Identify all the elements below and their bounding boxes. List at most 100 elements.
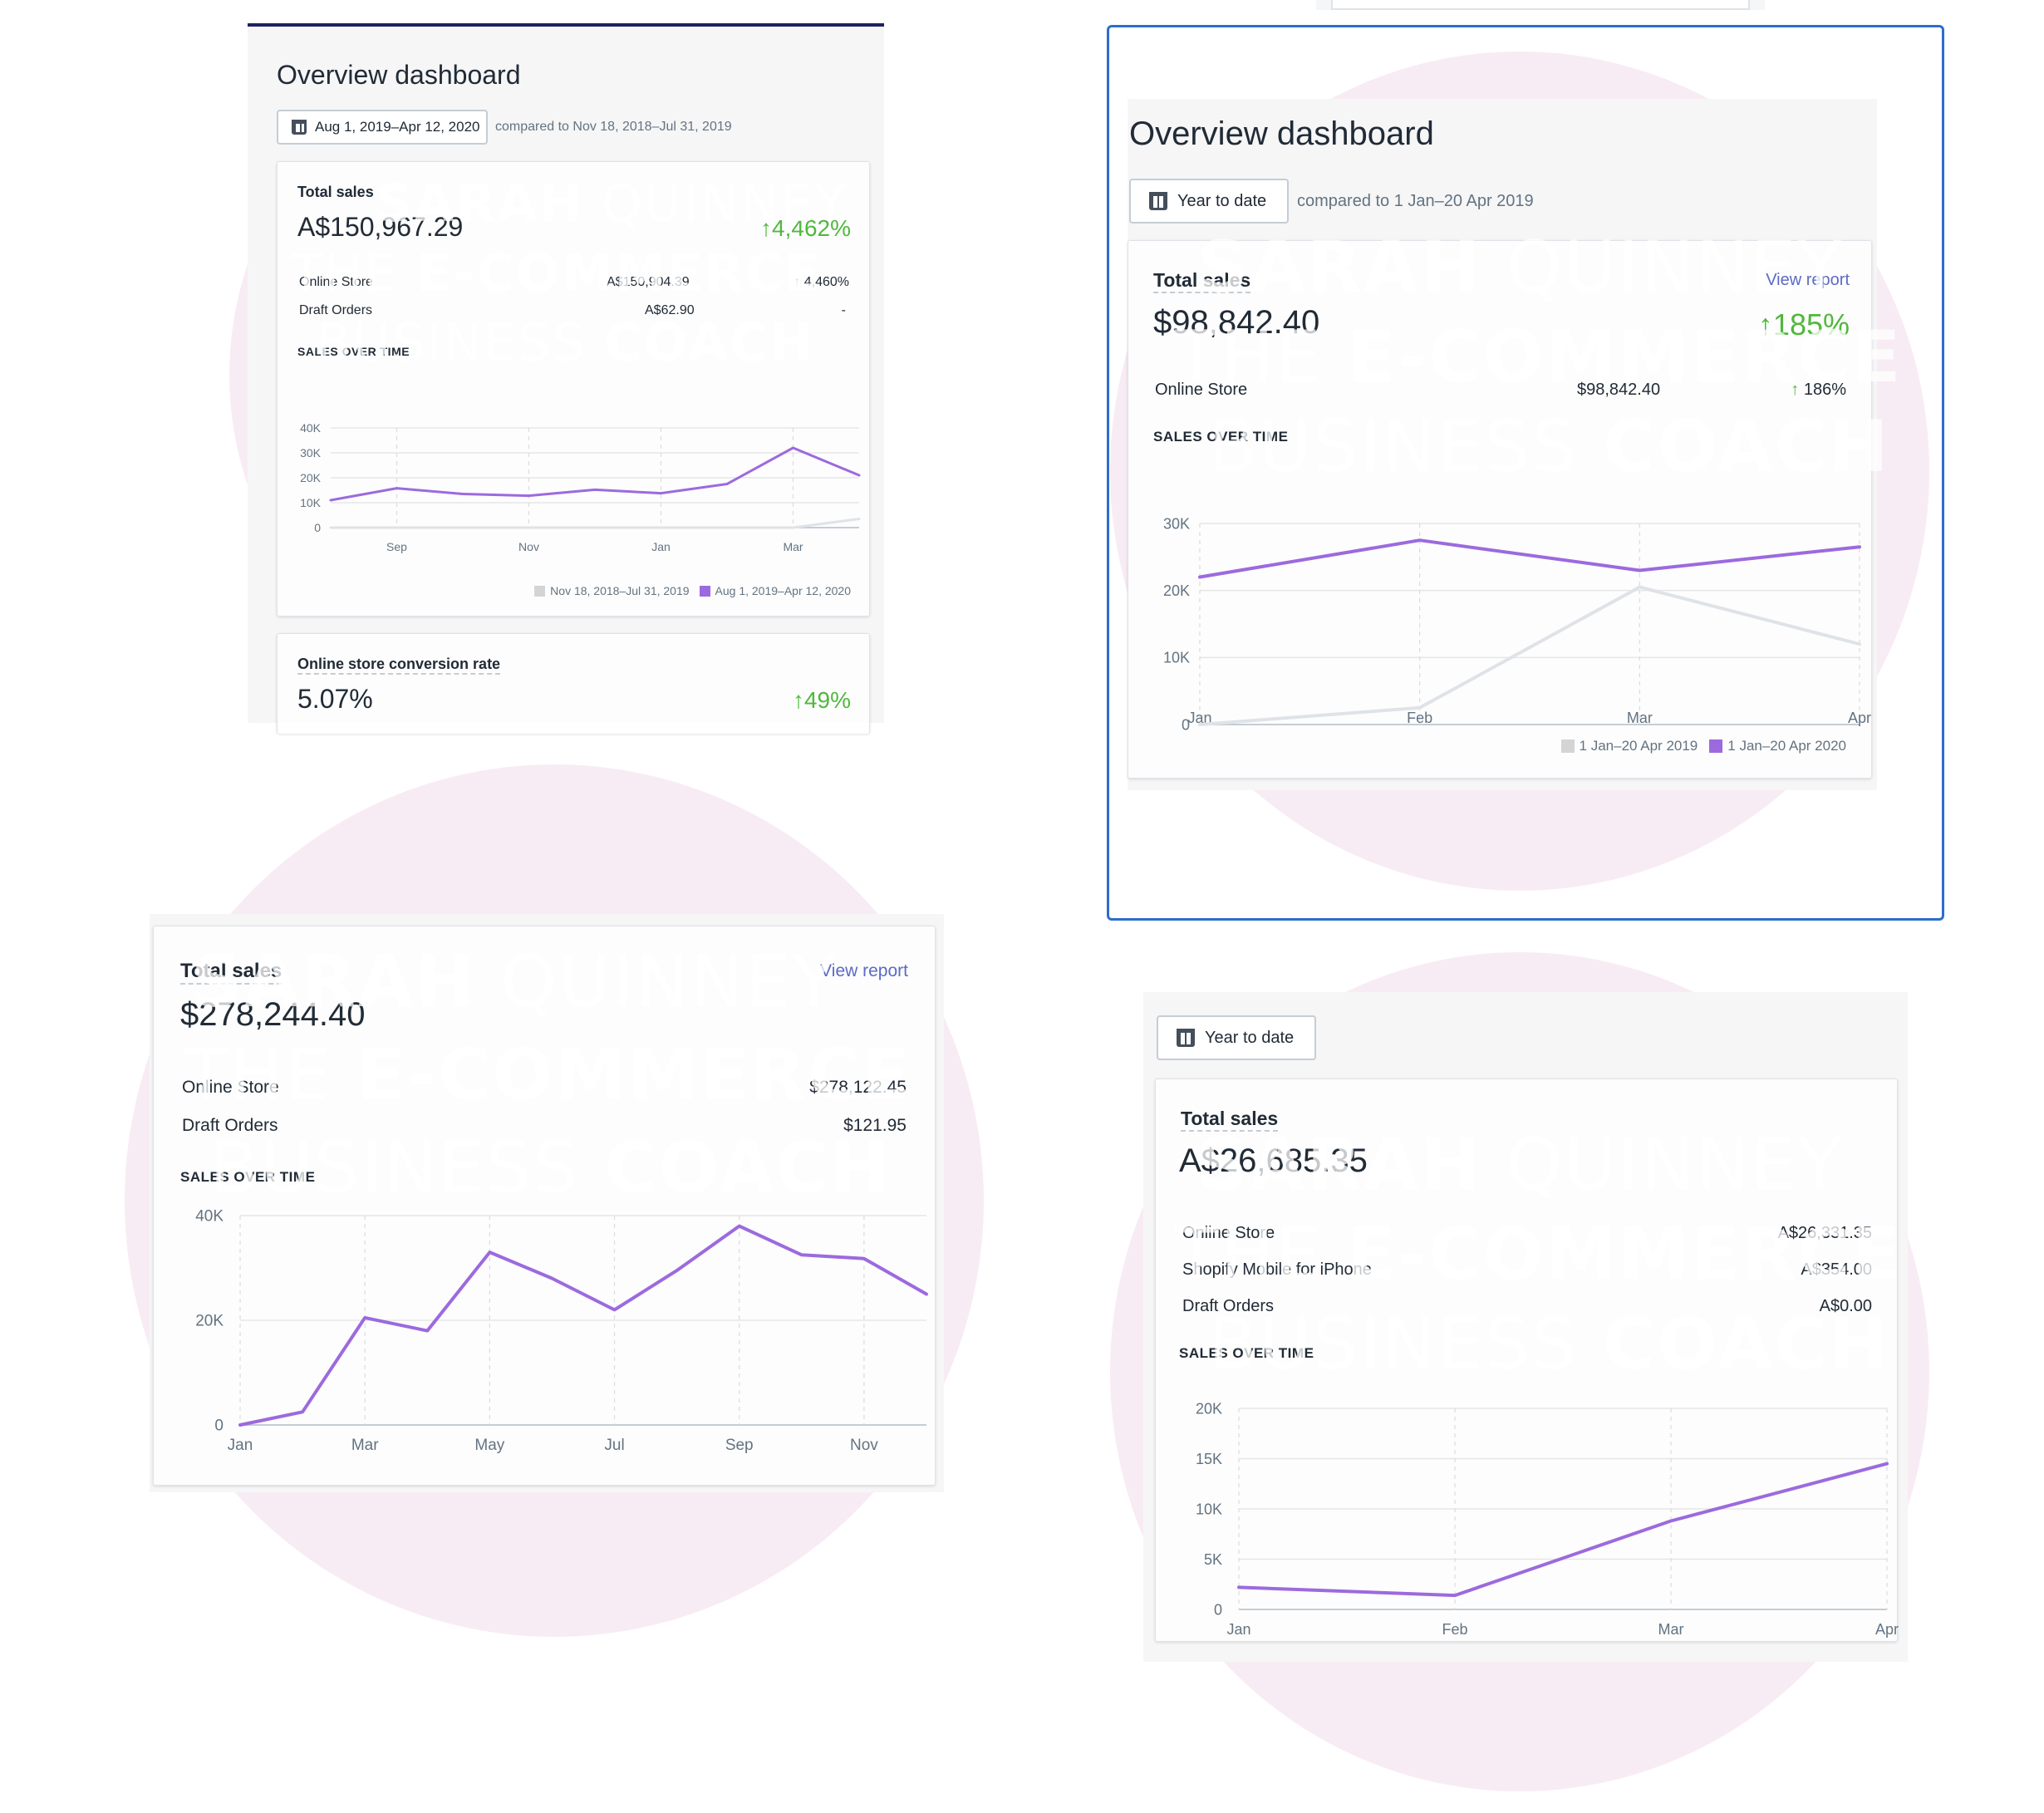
legend-current-label: 1 Jan–20 Apr 2020 — [1727, 738, 1846, 754]
conversion-rate-label: Online store conversion rate — [297, 656, 501, 675]
legend-current-label: Aug 1, 2019–Apr 12, 2020 — [715, 584, 851, 597]
x-tick-label: Mar — [1658, 1621, 1684, 1638]
total-sales-value: A$150,967.29 — [297, 212, 464, 242]
dashboard-panel-4: Year to date Total sales A$26,685.35 Onl… — [1143, 992, 1908, 1662]
chart-legend: Nov 18, 2018–Jul 31, 2019 Aug 1, 2019–Ap… — [534, 584, 851, 597]
x-tick-label: Sep — [725, 1437, 754, 1454]
total-sales-label: Total sales — [180, 960, 283, 985]
y-tick-label: 10K — [300, 496, 322, 509]
calendar-icon — [1149, 192, 1167, 210]
breakdown-label: Online Store — [182, 1078, 279, 1097]
page-title: Overview dashboard — [277, 60, 521, 90]
breakdown-label: Online Store — [1182, 1224, 1275, 1242]
series-line-current — [329, 446, 861, 502]
series-line-current — [1198, 538, 1861, 579]
total-sales-label: Total sales — [1181, 1108, 1279, 1132]
series-line-previous — [1198, 585, 1861, 726]
series-line-current — [238, 1224, 928, 1427]
breakdown-label: Online Store — [1155, 381, 1248, 399]
total-sales-label: Total sales — [297, 184, 374, 200]
total-sales-card: Total sales A$26,685.35 Online Store A$2… — [1155, 1078, 1899, 1642]
sales-over-time-title: SALES OVER TIME — [297, 345, 410, 358]
total-sales-card: Total sales View report $278,244.40 Onli… — [153, 926, 936, 1486]
x-tick-label: May — [474, 1437, 504, 1454]
legend-swatch-current — [699, 585, 710, 597]
x-tick-label: Mar — [351, 1437, 379, 1454]
date-range-picker[interactable]: Year to date — [1129, 179, 1289, 224]
y-tick-label: 40K — [195, 1208, 224, 1226]
y-tick-label: 20K — [1163, 582, 1190, 599]
x-tick-label: Jan — [1187, 710, 1211, 726]
arrow-up-icon: ↑ — [1791, 381, 1800, 399]
x-tick-label: Apr — [1848, 710, 1871, 726]
x-tick-label: Jul — [604, 1437, 624, 1454]
conversion-rate-change: ↑49% — [792, 687, 851, 713]
date-range-label: Year to date — [1205, 1028, 1295, 1047]
dashboard-panel-2-frame: Overview dashboard Year to date compared… — [1107, 25, 1944, 921]
x-tick-label: Feb — [1442, 1621, 1467, 1638]
x-tick-label: Nov — [518, 540, 539, 553]
y-tick-label: 5K — [1204, 1551, 1222, 1568]
legend-previous-label: 1 Jan–20 Apr 2019 — [1579, 738, 1698, 754]
breakdown-label: Shopify Mobile for iPhone — [1182, 1260, 1372, 1279]
arrow-up-icon: ↑ — [792, 687, 804, 713]
total-sales-change: ↑185% — [1757, 307, 1850, 341]
y-tick-label: 20K — [195, 1313, 224, 1330]
breakdown-value: $98,842.40 — [1577, 381, 1661, 399]
sales-over-time-title: SALES OVER TIME — [1153, 429, 1289, 445]
date-range-label: Year to date — [1177, 191, 1267, 210]
legend-swatch-previous — [534, 585, 546, 597]
view-report-link[interactable]: View report — [820, 961, 908, 980]
arrow-up-icon: ↑ — [1757, 307, 1773, 341]
calendar-icon — [1177, 1029, 1195, 1047]
total-sales-change: ↑4,462% — [760, 215, 851, 241]
legend-swatch-current — [1709, 739, 1723, 753]
total-sales-value: A$26,685.35 — [1179, 1142, 1368, 1179]
page-title: Overview dashboard — [1129, 115, 1434, 152]
view-report-link[interactable]: View report — [1766, 271, 1850, 289]
series-line-previous — [329, 518, 861, 529]
sales-over-time-chart: 0 10K 20K 30K 40K Sep Nov Jan Mar — [300, 421, 861, 553]
breakdown-label: Draft Orders — [1182, 1297, 1275, 1315]
dashboard-panel-1: Overview dashboard Aug 1, 2019–Apr 12, 2… — [248, 23, 884, 734]
sales-over-time-chart: 0 10K 20K 30K Jan Feb Mar Apr — [1163, 515, 1871, 733]
y-tick-label: 10K — [1196, 1501, 1222, 1517]
dashboard-panel-3: Total sales View report $278,244.40 Onli… — [150, 914, 944, 1492]
breakdown-change: ↑ 4,460% — [794, 275, 849, 289]
date-range-picker[interactable]: Year to date — [1157, 1015, 1316, 1060]
date-range-label: Aug 1, 2019–Apr 12, 2020 — [315, 119, 480, 135]
y-tick-label: 10K — [1163, 650, 1190, 666]
breakdown-value: $121.95 — [843, 1116, 907, 1135]
legend-previous-label: Nov 18, 2018–Jul 31, 2019 — [550, 584, 690, 597]
series-line-current — [1237, 1462, 1889, 1598]
breakdown-value: $278,122.45 — [809, 1078, 907, 1097]
arrow-up-icon: ↑ — [760, 215, 773, 241]
y-tick-label: 0 — [1182, 716, 1190, 733]
conversion-rate-value: 5.07% — [297, 684, 373, 714]
breakdown-value: A$150,904.39 — [607, 275, 690, 289]
breakdown-change: ↑ 186% — [1791, 381, 1846, 399]
x-tick-label: Mar — [1627, 710, 1653, 726]
sales-over-time-chart: 0 20K 40K Jan Mar May Jul Sep Nov — [195, 1208, 928, 1454]
total-sales-value: $98,842.40 — [1153, 304, 1320, 341]
conversion-rate-card: Online store conversion rate 5.07% ↑49% — [277, 633, 870, 734]
y-tick-label: 0 — [214, 1417, 224, 1435]
x-tick-label: Nov — [850, 1437, 878, 1454]
x-tick-label: Jan — [1226, 1621, 1250, 1638]
breakdown-value: A$354.00 — [1801, 1260, 1872, 1279]
x-tick-label: Mar — [783, 540, 803, 553]
total-sales-value: $278,244.40 — [180, 996, 366, 1033]
x-tick-label: Feb — [1407, 710, 1432, 726]
comparison-text: compared to 1 Jan–20 Apr 2019 — [1297, 192, 1534, 210]
date-range-picker[interactable]: Aug 1, 2019–Apr 12, 2020 — [277, 110, 488, 145]
breakdown-label: Draft Orders — [182, 1116, 278, 1135]
breakdown-value: A$62.90 — [645, 303, 695, 317]
x-tick-label: Jan — [228, 1437, 253, 1454]
breakdown-change: - — [841, 303, 846, 317]
breakdown-label: Online Store — [299, 275, 373, 289]
dashboard-panel-2: Overview dashboard Year to date compared… — [1128, 99, 1877, 790]
sales-over-time-title: SALES OVER TIME — [180, 1169, 316, 1185]
y-tick-label: 40K — [300, 421, 322, 435]
breakdown-label: Draft Orders — [299, 303, 373, 317]
y-tick-label: 30K — [1163, 515, 1190, 532]
